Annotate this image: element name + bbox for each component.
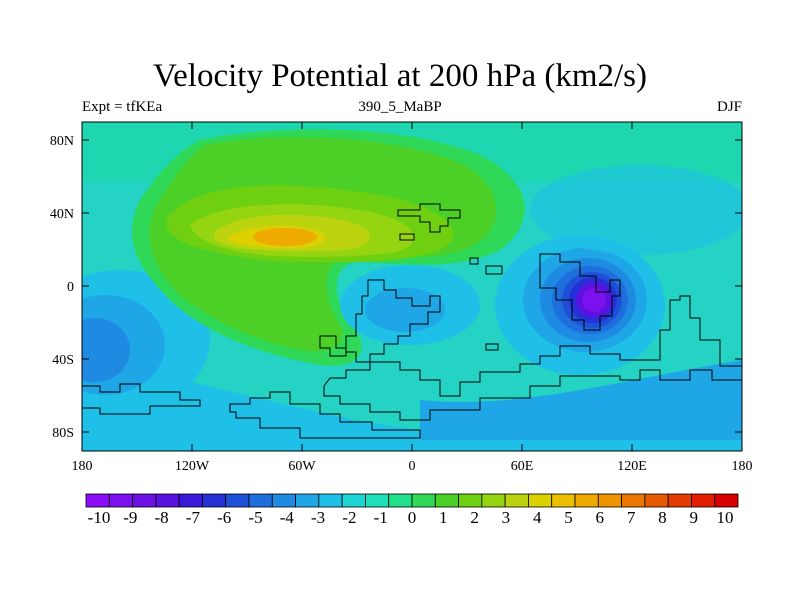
colorbar-swatch — [528, 493, 553, 508]
colorbar-swatch — [388, 493, 413, 508]
colorbar-label: -8 — [154, 508, 169, 527]
colorbar-label: -5 — [248, 508, 263, 527]
colorbar-swatch — [504, 493, 529, 508]
colorbar-label: 3 — [501, 508, 511, 527]
colorbar-swatch — [85, 493, 110, 508]
colorbar-swatch — [341, 493, 366, 508]
x-tick-label: 120E — [617, 459, 647, 474]
colorbar-swatch — [295, 493, 320, 508]
y-tick-label: 40S — [52, 353, 74, 368]
colorbar-swatch — [714, 493, 739, 508]
colorbar-swatch — [271, 493, 296, 508]
x-tick-label: 180 — [732, 459, 753, 474]
colorbar-swatch — [551, 493, 576, 508]
x-axis-labels: 180 120W 60W 0 60E 120E 180 — [72, 459, 753, 474]
x-tick-label: 120W — [175, 459, 210, 474]
colorbar-swatch — [481, 493, 506, 508]
x-tick-label: 0 — [409, 459, 416, 474]
colorbar-swatch — [434, 493, 459, 508]
colorbar-label: -4 — [279, 508, 294, 527]
y-tick-label: 0 — [67, 280, 74, 295]
colorbar-label: 4 — [532, 508, 542, 527]
colorbar-label: 9 — [689, 508, 698, 527]
x-tick-label: 60W — [288, 459, 316, 474]
colorbar-label: -1 — [373, 508, 388, 527]
x-tick-label: 60E — [511, 459, 534, 474]
colorbar-swatch — [248, 493, 273, 508]
colorbar-label: 2 — [470, 508, 479, 527]
colorbar-swatch — [132, 493, 157, 508]
chart-title: Velocity Potential at 200 hPa (km2/s) — [152, 58, 648, 94]
colorbar-swatch — [365, 493, 390, 508]
y-axis-labels: 80N 40N 0 40S 80S — [50, 134, 74, 441]
colorbar — [85, 493, 739, 508]
colorbar-label: -7 — [185, 508, 200, 527]
coastlines — [82, 203, 742, 439]
colorbar-swatch — [621, 493, 646, 508]
colorbar-label: -6 — [217, 508, 232, 527]
colorbar-swatch — [691, 493, 716, 508]
y-tick-label: 40N — [50, 207, 74, 222]
colorbar-swatch — [458, 493, 483, 508]
colorbar-swatch — [597, 493, 622, 508]
colorbar-label: -9 — [123, 508, 138, 527]
colorbar-label: 8 — [658, 508, 667, 527]
colorbar-swatch — [225, 493, 250, 508]
colorbar-label: 6 — [595, 508, 605, 527]
y-tick-label: 80S — [52, 426, 74, 441]
colorbar-swatch — [411, 493, 436, 508]
x-tick-label: 180 — [72, 459, 93, 474]
colorbar-label: -2 — [342, 508, 357, 527]
colorbar-label: 10 — [716, 508, 734, 527]
colorbar-swatch — [178, 493, 203, 508]
colorbar-swatch — [202, 493, 227, 508]
colorbar-label: -3 — [311, 508, 326, 527]
colorbar-swatch — [574, 493, 599, 508]
contour-fill — [82, 122, 742, 451]
colorbar-swatch — [108, 493, 133, 508]
colorbar-swatch — [644, 493, 669, 508]
season-label: DJF — [716, 99, 742, 115]
colorbar-label: 7 — [626, 508, 636, 527]
period-label: 390_5_MaBP — [358, 99, 442, 115]
colorbar-swatch — [318, 493, 343, 508]
colorbar-label: -10 — [87, 508, 111, 527]
colorbar-label: 0 — [407, 508, 417, 527]
y-tick-label: 80N — [50, 134, 74, 149]
axis-ticks — [82, 122, 742, 451]
colorbar-label: 5 — [564, 508, 573, 527]
experiment-label: Expt = tfKEa — [82, 99, 163, 115]
colorbar-swatch — [155, 493, 180, 508]
colorbar-swatch — [667, 493, 692, 508]
colorbar-label: 1 — [439, 508, 448, 527]
